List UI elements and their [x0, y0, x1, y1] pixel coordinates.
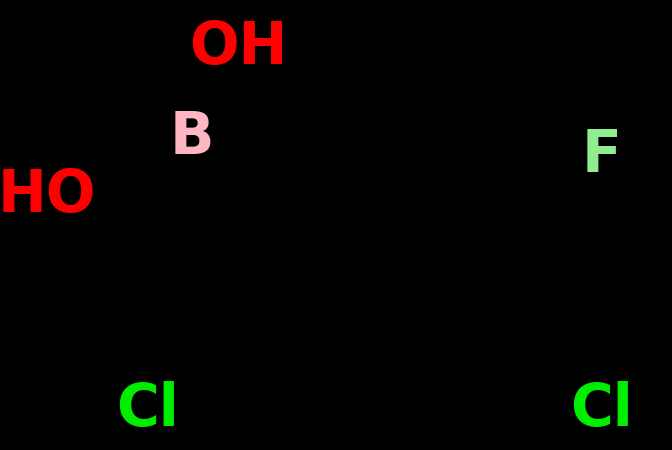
Text: HO: HO — [0, 167, 96, 224]
Text: F: F — [581, 127, 622, 184]
Text: Cl: Cl — [570, 381, 633, 438]
Text: Cl: Cl — [116, 381, 179, 438]
Text: B: B — [169, 109, 214, 166]
Text: OH: OH — [190, 19, 288, 76]
